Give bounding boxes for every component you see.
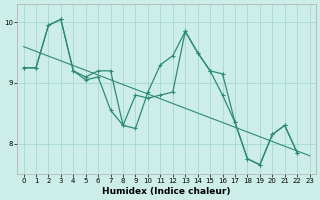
X-axis label: Humidex (Indice chaleur): Humidex (Indice chaleur) [102, 187, 231, 196]
